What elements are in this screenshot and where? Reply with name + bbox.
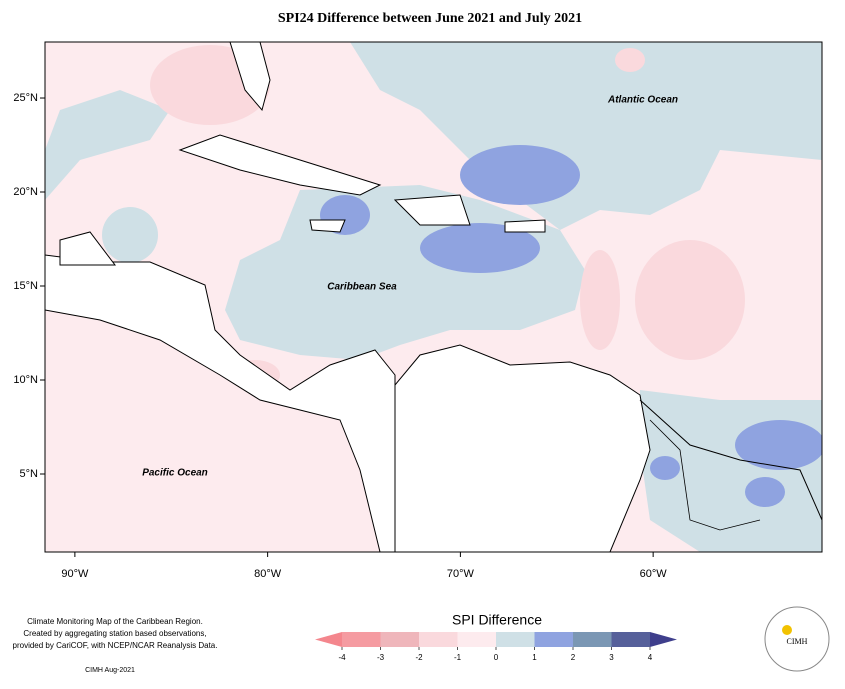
anomaly-zone xyxy=(420,223,540,273)
anomaly-zone xyxy=(102,207,158,263)
colorbar-segment xyxy=(496,632,535,647)
land xyxy=(229,42,271,112)
colorbar-tick-label: 1 xyxy=(532,653,537,662)
colorbar-over xyxy=(650,632,677,647)
land xyxy=(394,344,651,552)
anomaly-zone xyxy=(745,477,785,507)
colorbar-tick-label: 3 xyxy=(609,653,614,662)
logo-text: CIMH xyxy=(787,637,808,646)
land xyxy=(178,134,382,196)
credit-line: provided by CariCOF, with NCEP/NCAR Rean… xyxy=(13,641,218,650)
x-tick-label: 70°W xyxy=(447,568,475,580)
colorbar-segment xyxy=(611,632,650,647)
logo xyxy=(764,606,830,672)
anomaly-zone xyxy=(45,90,170,200)
ocean-label: Pacific Ocean xyxy=(142,468,208,479)
colorbar-segment xyxy=(342,632,381,647)
y-tick-label: 5°N xyxy=(20,468,39,480)
colorbar-tick-label: 0 xyxy=(494,653,499,662)
colorbar-segment xyxy=(573,632,612,647)
x-tick-label: 80°W xyxy=(254,568,282,580)
anomaly-zone xyxy=(650,456,680,480)
y-tick-label: 10°N xyxy=(13,374,38,386)
colorbar-tick-label: 2 xyxy=(571,653,576,662)
logo-sun xyxy=(782,625,792,635)
x-tick-label: 90°W xyxy=(61,568,89,580)
credit-stamp: CIMH Aug-2021 xyxy=(85,667,135,674)
land xyxy=(504,219,546,233)
colorbar-tick-label: -4 xyxy=(338,653,346,662)
coastline xyxy=(639,399,822,521)
anomaly-zone xyxy=(350,42,822,230)
colorbar-under xyxy=(315,632,342,647)
map-title: SPI24 Difference between June 2021 and J… xyxy=(278,11,582,26)
y-tick-label: 25°N xyxy=(13,92,38,104)
land xyxy=(45,254,396,552)
credit-line: Created by aggregating station based obs… xyxy=(23,629,206,638)
anomaly-zone xyxy=(460,145,580,205)
colorbar-tick-label: 4 xyxy=(648,653,653,662)
y-tick-label: 20°N xyxy=(13,186,38,198)
colorbar-segment xyxy=(419,632,458,647)
colorbar-tick-label: -3 xyxy=(377,653,385,662)
colorbar-segment xyxy=(457,632,496,647)
land xyxy=(309,219,346,233)
y-tick-label: 15°N xyxy=(13,280,38,292)
colorbar-tick-label: -2 xyxy=(415,653,423,662)
land xyxy=(393,194,471,226)
ocean-label: Caribbean Sea xyxy=(327,282,397,293)
x-tick-label: 60°W xyxy=(640,568,668,580)
anomaly-zone xyxy=(615,48,645,72)
map-frame xyxy=(44,41,823,553)
map-area xyxy=(45,42,822,552)
border xyxy=(649,419,761,531)
colorbar-title: SPI Difference xyxy=(452,612,542,628)
anomaly-zone xyxy=(580,250,620,350)
colorbar-segment xyxy=(380,632,419,647)
anomaly-zone xyxy=(735,420,822,470)
land xyxy=(59,231,117,266)
anomaly-zone xyxy=(635,240,745,360)
ocean-label: Atlantic Ocean xyxy=(607,95,678,106)
colorbar-segment xyxy=(534,632,573,647)
credit-line: Climate Monitoring Map of the Caribbean … xyxy=(27,617,203,626)
colorbar-tick-label: -1 xyxy=(454,653,462,662)
colorbar: -4 -3 -2 -1 0 1 2 3 4 xyxy=(315,632,677,662)
